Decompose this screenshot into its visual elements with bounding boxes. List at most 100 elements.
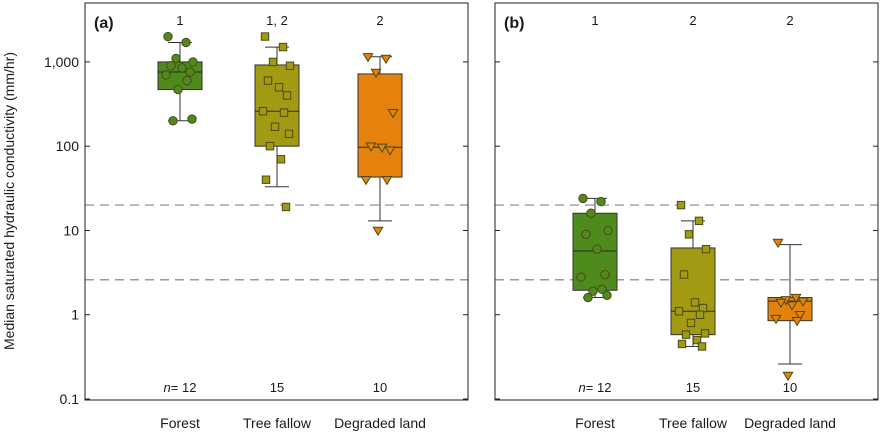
panel-a-box-tree-fallow-point-5 [263, 76, 273, 85]
panel-a-box-tree-fallow-point-14 [261, 175, 271, 184]
panel-a-significance-label-1: 1 [176, 13, 183, 28]
panel-b-box-tree-fallow-point-3 [684, 230, 694, 239]
panel-a-box-forest-point-6 [177, 63, 187, 73]
y-tick-label-4: 1,000 [44, 54, 79, 70]
panel-a-n-prefix: n [164, 380, 171, 395]
panel-b-n-label-3: 10 [783, 380, 797, 395]
panel-b-box-forest-point-9 [597, 284, 607, 295]
panel-b-box-forest-point-3 [586, 208, 596, 218]
panel-a-box-tree-fallow-point-12 [265, 141, 275, 151]
panel-a-box-degraded-land-point-1 [362, 53, 374, 63]
panel-b-box-tree-fallow-point-5 [679, 270, 689, 279]
panel-b-significance-label-1: 1 [591, 13, 598, 28]
panel-b-box-tree-fallow-point-13 [692, 335, 702, 345]
panel-a-box-forest-point-1 [163, 31, 173, 42]
panel-a-box-degraded-land-point-9 [381, 176, 393, 186]
panel-b-box-tree-fallow-point-12 [681, 330, 691, 339]
panel-a-box-tree-fallow-point-9 [279, 108, 289, 117]
panel-b-significance-label-3: 2 [786, 13, 793, 28]
panel-b-box-degraded-land-point-1 [772, 238, 784, 249]
panel-b-n-label-1: n= 12 [579, 380, 612, 395]
panel-b-box-degraded-land-point-6 [786, 301, 798, 311]
panel-a-box-forest-point-11 [187, 114, 197, 124]
panel-a-x-label-3: Degraded land [334, 415, 426, 431]
panel-b-box-tree-fallow-point-4 [701, 244, 711, 254]
panel-a-n-label-2: 15 [270, 380, 284, 395]
panel-a-box-degraded-land-point-8 [360, 176, 372, 186]
panel-b-box-tree-fallow-point-6 [690, 298, 700, 307]
panel-a-significance-label-2: 1, 2 [266, 13, 288, 28]
panel-a-x-label-2: Tree fallow [243, 415, 312, 431]
panel-b-x-label-3: Degraded land [744, 415, 836, 431]
panel-b-label: (b) [504, 15, 524, 32]
panel-a-significance-label-3: 2 [376, 13, 383, 28]
panel-b-box-forest-point-2 [596, 196, 606, 207]
panel-b-n-prefix: n [579, 380, 586, 395]
panel-a-box-forest-point-8 [161, 70, 171, 80]
panel-a-box-degraded-land-point-4 [387, 108, 399, 119]
panel-a-box-forest-point-9 [182, 75, 192, 86]
panel-b-box-tree-fallow-point-2 [694, 216, 704, 226]
panel-a-box-tree-fallow-point-1 [260, 32, 270, 41]
y-tick-label-3: 100 [56, 138, 80, 154]
panel-b-box-forest-point-7 [600, 269, 610, 280]
panel-a-box-forest-point-10 [173, 84, 183, 95]
panel-b-box-forest-point-6 [592, 244, 602, 254]
panel-b-box-degraded-land-point-7 [794, 311, 806, 321]
panel-b-box-degraded-land-point-4 [797, 297, 809, 307]
panel-a-box-tree-fallow-point-10 [270, 122, 280, 131]
panel-a-box-degraded-land [357, 73, 403, 178]
panel-b-box-forest-point-5 [581, 229, 591, 240]
panel-a-x-label-1: Forest [160, 415, 200, 431]
panel-a-box-tree-fallow-point-7 [282, 91, 292, 100]
panel-a-box-degraded-land-point-7 [384, 146, 396, 156]
panel-a-box-tree-fallow-point-8 [258, 107, 268, 116]
panel-a-box-tree-fallow-point-3 [268, 57, 278, 67]
panel-b-box-tree-fallow-point-9 [695, 310, 705, 319]
panel-a-label: (a) [94, 15, 114, 32]
panel-b-box-tree-fallow-point-8 [674, 307, 684, 316]
panel-a-box-forest-point-2 [181, 37, 191, 48]
panel-a-frame [84, 2, 469, 401]
y-tick-label-1: 1 [71, 307, 79, 323]
panel-b-box-forest-point-8 [576, 272, 586, 282]
panel-a-box-tree-fallow-point-11 [284, 129, 294, 139]
y-axis-label: Median saturated hydraulic conductivity … [1, 52, 17, 350]
panel-b-box-degraded-land-point-10 [782, 371, 794, 382]
panel-a-box-tree-fallow-point-15 [281, 202, 291, 212]
panel-b-box-tree-fallow-point-1 [676, 200, 686, 210]
panel-a-n-label-3: 10 [373, 380, 387, 395]
panel-b-box-forest-point-4 [603, 225, 613, 236]
panel-b-frame [494, 2, 879, 401]
panel-b-box-degraded-land-point-9 [791, 316, 803, 327]
y-tick-label-0: 0.1 [60, 391, 80, 407]
panel-b-n-label-2: 15 [686, 380, 700, 395]
panel-a-box-forest-point-7 [185, 67, 195, 77]
panel-b-box-tree-fallow-point-11 [700, 329, 710, 338]
panel-b-box-degraded-land-point-5 [775, 298, 787, 309]
panel-a-box-tree-fallow-point-13 [276, 155, 286, 164]
panel-b-n-value: = 12 [586, 380, 612, 395]
panel-a-box-degraded-land-point-2 [380, 54, 392, 65]
panel-b-box-degraded-land-point-8 [770, 314, 782, 325]
panel-b-box-forest-point-11 [602, 290, 612, 301]
panel-b-box-tree-fallow-point-14 [677, 339, 687, 349]
panel-a-box-degraded-land-point-10 [372, 226, 384, 237]
panel-a-box-forest-point-5 [166, 61, 176, 71]
panel-a-box-forest-point-3 [171, 53, 181, 64]
panel-a-box-forest-point-4 [188, 57, 198, 67]
panel-a-n-label-1: n= 12 [164, 380, 197, 395]
panel-b-box-forest-point-1 [578, 193, 588, 204]
panel-a-box-tree-fallow-point-6 [274, 83, 284, 92]
panel-a-box-degraded-land-point-6 [376, 143, 388, 153]
panel-a-n-value: = 12 [171, 380, 197, 395]
panel-b-significance-label-2: 2 [689, 13, 696, 28]
panel-b-box-tree-fallow-point-10 [686, 318, 696, 328]
panel-b-box-forest-point-12 [583, 292, 593, 303]
panel-b-box-tree-fallow-point-15 [697, 342, 707, 351]
panel-a-box-tree-fallow-point-2 [278, 42, 288, 52]
panel-b-x-label-1: Forest [575, 415, 615, 431]
panel-b-box-forest-point-10 [588, 286, 598, 296]
